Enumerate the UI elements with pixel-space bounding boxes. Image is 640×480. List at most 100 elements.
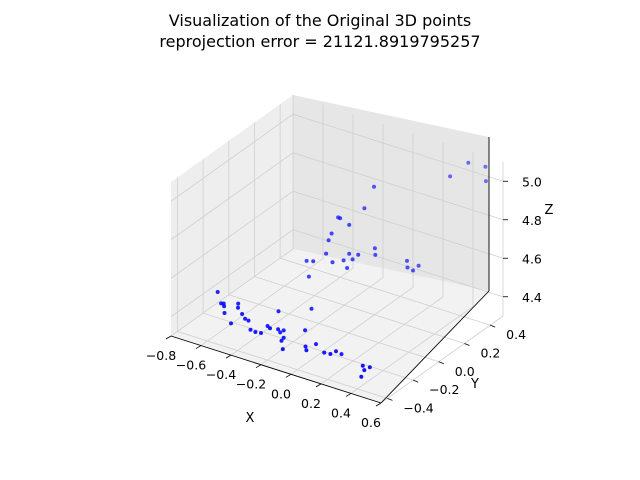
data-point bbox=[268, 326, 272, 331]
y-axis-line bbox=[380, 290, 490, 404]
x-tick-mark bbox=[225, 354, 232, 359]
data-point bbox=[367, 365, 372, 370]
data-point bbox=[326, 238, 331, 243]
data-point bbox=[324, 251, 329, 256]
data-point bbox=[483, 164, 488, 169]
z-gridline bbox=[170, 190, 504, 279]
data-point bbox=[372, 184, 376, 189]
x-tick-label: 0.4 bbox=[331, 405, 351, 420]
x-tick-mark bbox=[285, 373, 292, 378]
data-point bbox=[246, 318, 251, 323]
data-point bbox=[328, 352, 333, 356]
data-point bbox=[303, 344, 308, 349]
x-tick-mark bbox=[195, 345, 202, 349]
data-point bbox=[259, 331, 263, 335]
y-tick-label: −0.2 bbox=[429, 382, 459, 397]
data-point bbox=[303, 328, 308, 333]
data-point bbox=[360, 363, 365, 368]
y-tick-label: 0.4 bbox=[506, 327, 526, 342]
axis-lines bbox=[165, 137, 508, 407]
data-point bbox=[281, 335, 286, 340]
x-gridline bbox=[350, 152, 474, 394]
data-point bbox=[466, 160, 471, 165]
data-point bbox=[222, 311, 227, 315]
data-point bbox=[350, 257, 355, 262]
data-point bbox=[222, 304, 227, 309]
floor-pane bbox=[171, 249, 489, 403]
data-point bbox=[330, 260, 335, 265]
data-point bbox=[240, 312, 245, 316]
z-gridline bbox=[170, 229, 504, 318]
data-point bbox=[345, 266, 350, 270]
z-tick-label: 4.4 bbox=[522, 290, 542, 305]
data-point bbox=[416, 263, 421, 268]
y-tick-mark bbox=[464, 343, 470, 346]
y-gridline bbox=[279, 104, 491, 326]
x-tick-label: −0.6 bbox=[176, 358, 206, 373]
data-point bbox=[236, 305, 240, 310]
data-point bbox=[306, 274, 311, 279]
z-gridline bbox=[170, 113, 504, 202]
data-point bbox=[329, 231, 334, 236]
y-tick-mark bbox=[490, 324, 496, 328]
data-point bbox=[483, 179, 488, 184]
y-gridline bbox=[228, 140, 439, 363]
x-tick-label: 0.2 bbox=[301, 396, 321, 411]
data-point bbox=[276, 327, 281, 332]
x-tick-label: 0.6 bbox=[361, 415, 381, 430]
x-gridline bbox=[170, 95, 294, 337]
chart-title-block: Visualization of the Original 3D points … bbox=[0, 10, 640, 52]
data-point bbox=[215, 290, 220, 294]
z-tick-label: 5.0 bbox=[522, 174, 542, 189]
data-point bbox=[309, 306, 314, 311]
y-axis-label: Y bbox=[470, 377, 479, 392]
x-gridline bbox=[290, 133, 414, 375]
x-gridline bbox=[260, 123, 384, 366]
x-gridline bbox=[320, 142, 444, 385]
data-point bbox=[334, 349, 338, 354]
data-point bbox=[280, 347, 285, 352]
data-point bbox=[229, 321, 233, 326]
y-gridline bbox=[254, 122, 465, 344]
z-axis-label: Z bbox=[545, 203, 554, 218]
data-point bbox=[243, 316, 248, 321]
data-point bbox=[448, 174, 453, 179]
data-point bbox=[372, 246, 377, 251]
x-tick-label: −0.8 bbox=[146, 348, 176, 363]
y-tick-mark bbox=[412, 379, 419, 383]
z-tick-label: 4.8 bbox=[522, 213, 542, 228]
data-point bbox=[322, 350, 327, 355]
data-point bbox=[362, 206, 367, 211]
x-axis-label: X bbox=[246, 411, 255, 426]
data-points bbox=[215, 160, 488, 379]
data-point bbox=[278, 330, 283, 335]
data-point bbox=[276, 309, 281, 314]
data-point bbox=[373, 252, 378, 257]
chart-subtitle: reprojection error = 21121.8919795257 bbox=[159, 32, 481, 51]
left-pane bbox=[171, 95, 293, 336]
z-tick-label: 4.6 bbox=[522, 251, 542, 266]
y-tick-mark bbox=[438, 361, 444, 365]
y-gridline bbox=[177, 177, 388, 399]
y-tick-mark bbox=[387, 398, 393, 401]
data-point bbox=[338, 216, 343, 221]
x-tick-mark bbox=[255, 364, 262, 369]
y-tick-label: −0.4 bbox=[403, 400, 433, 415]
data-point bbox=[279, 338, 284, 343]
data-point bbox=[356, 252, 361, 257]
back-pane bbox=[293, 95, 489, 291]
x-axis-line bbox=[170, 335, 382, 404]
x-gridline bbox=[380, 162, 504, 404]
x-gridline bbox=[230, 114, 354, 356]
x-tick-mark bbox=[315, 383, 322, 388]
data-point bbox=[253, 330, 258, 334]
x-tick-label: −0.4 bbox=[206, 367, 236, 382]
y-gridline bbox=[202, 159, 414, 381]
data-point bbox=[405, 258, 409, 263]
x-tick-mark bbox=[345, 393, 352, 397]
axis-panes bbox=[171, 95, 489, 403]
z-gridline bbox=[170, 152, 504, 241]
tick-labels: −0.8−0.6−0.4−0.20.00.20.40.6−0.4−0.20.00… bbox=[146, 174, 542, 430]
